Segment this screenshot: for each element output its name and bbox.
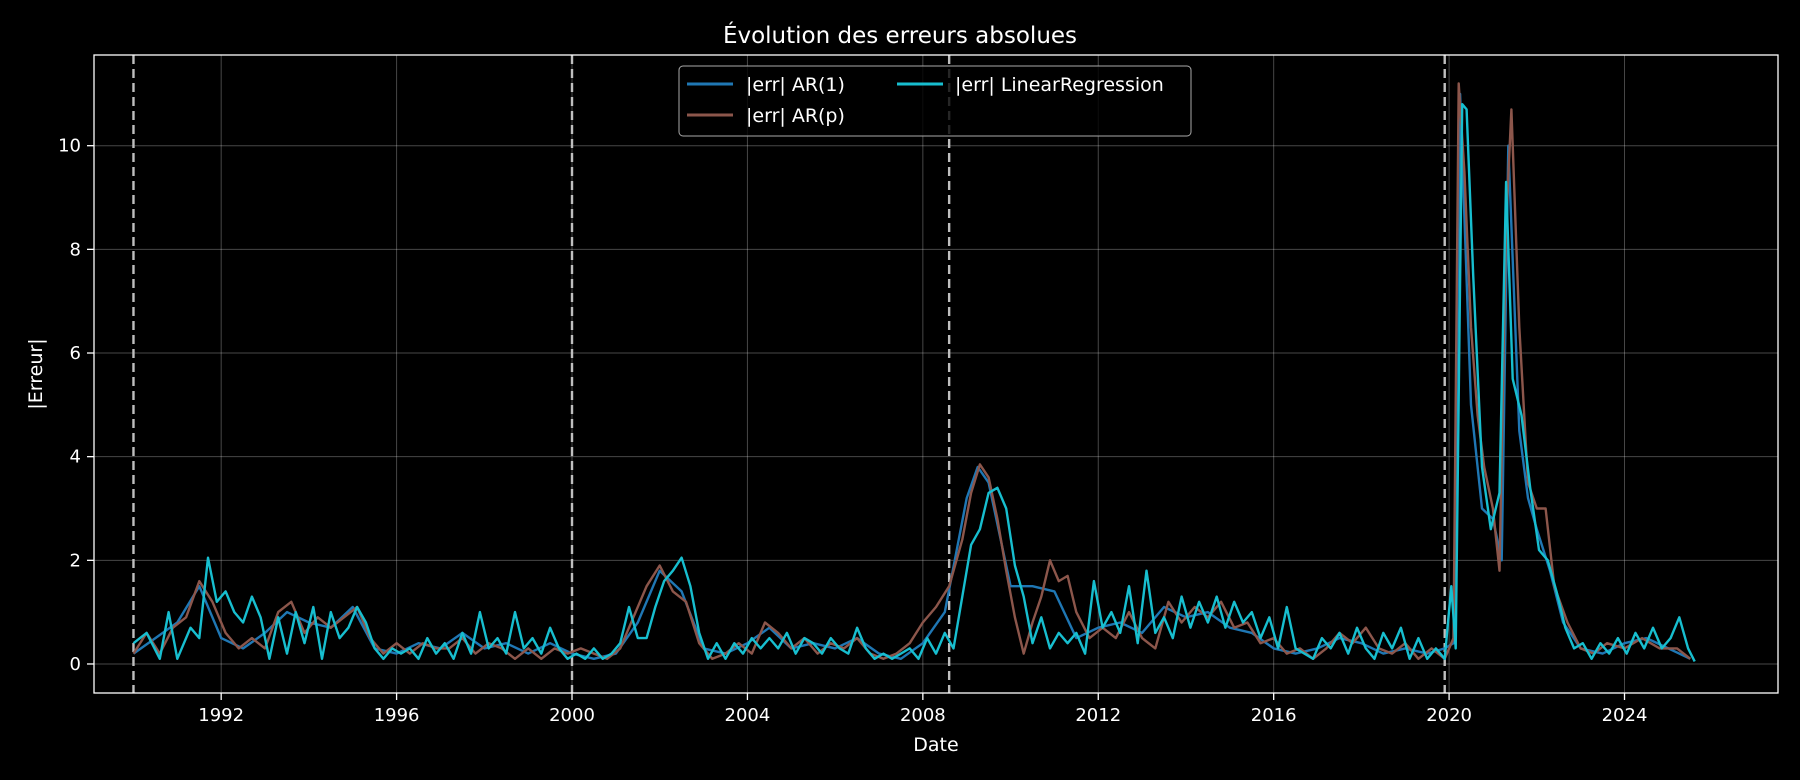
y-axis-label: |Erreur| [25, 338, 47, 409]
legend-label-linreg: |err| LinearRegression [955, 74, 1164, 96]
y-ticks: 0 2 4 6 8 10 [58, 136, 94, 675]
x-tick-label: 1992 [198, 705, 244, 726]
y-tick-label: 4 [70, 447, 81, 468]
x-tick-label: 2000 [549, 705, 595, 726]
legend: |err| AR(1) |err| AR(p) |err| LinearRegr… [678, 65, 1192, 137]
legend-label-arp: |err| AR(p) [746, 105, 845, 127]
chart-title: Évolution des erreurs absolues [723, 21, 1077, 49]
event-vertical-lines [132, 55, 1446, 693]
x-tick-label: 2012 [1075, 705, 1121, 726]
y-tick-label: 2 [70, 550, 81, 571]
x-ticks: 1992 1996 2000 2004 2008 2012 2016 2020 2024 [198, 693, 1647, 726]
x-tick-label: 2024 [1602, 705, 1648, 726]
y-tick-label: 0 [70, 654, 81, 675]
y-tick-label: 10 [58, 136, 81, 157]
x-tick-label: 1996 [374, 705, 420, 726]
x-tick-label: 2020 [1426, 705, 1472, 726]
y-tick-label: 8 [70, 239, 81, 260]
legend-box [678, 65, 1192, 137]
x-tick-label: 2008 [900, 705, 946, 726]
x-tick-label: 2016 [1251, 705, 1297, 726]
y-tick-label: 6 [70, 343, 81, 364]
x-axis-label: Date [913, 734, 958, 756]
x-tick-label: 2004 [725, 705, 771, 726]
plot-frame [93, 54, 1779, 694]
series-line-linreg [132, 103, 1696, 662]
legend-label-ar1: |err| AR(1) [746, 74, 845, 96]
series-lines [132, 82, 1696, 662]
